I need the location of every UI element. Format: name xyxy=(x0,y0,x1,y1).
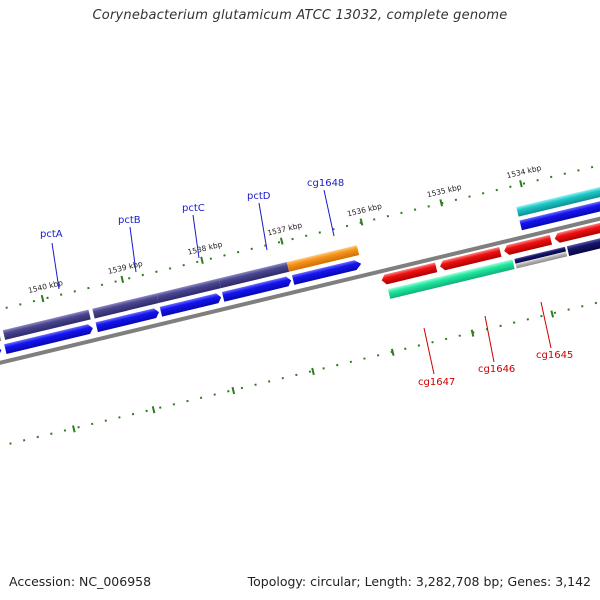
gene-label-pctB: pctB xyxy=(118,215,141,226)
scale-label: 1539 kbp xyxy=(107,259,144,276)
gene-label-cg1645: cg1645 xyxy=(536,350,573,361)
gene-arrow-cg1648 xyxy=(291,260,362,285)
genome-info-text: Topology: circular; Length: 3,282,708 bp… xyxy=(247,574,591,589)
major-tick xyxy=(470,329,475,337)
gene-label-pctD: pctD xyxy=(247,191,271,202)
scale-label: 1536 kbp xyxy=(346,201,383,218)
major-tick xyxy=(359,218,364,226)
feature-bar-pctC xyxy=(156,278,222,304)
major-tick xyxy=(120,275,125,284)
gene-arrow xyxy=(554,218,600,243)
gene-arrow-pctB xyxy=(95,308,159,333)
reverse-gene-labels: cg1647 cg1646 cg1645 xyxy=(418,301,573,388)
forward-feature-track xyxy=(0,245,360,346)
major-tick xyxy=(439,199,444,207)
gene-label-pctA: pctA xyxy=(40,229,63,240)
reverse-scale-ticks xyxy=(0,292,600,449)
gene-arrow-cg1647 xyxy=(381,262,438,285)
major-tick xyxy=(151,406,156,414)
feature-bar-cyan xyxy=(516,184,600,217)
scale-label: 1537 kbp xyxy=(266,221,303,238)
gene-arrow-cg1645 xyxy=(504,234,553,255)
gene-label-cg1646: cg1646 xyxy=(478,364,515,375)
forward-gene-labels: pctA pctB pctC pctD cg1648 xyxy=(40,178,344,290)
forward-scale-ticks xyxy=(0,162,600,319)
feature-bar-cg1646 xyxy=(387,259,515,299)
major-tick xyxy=(279,237,284,245)
gene-arrow-cg1646 xyxy=(440,247,502,271)
gene-arrow xyxy=(519,197,600,231)
major-tick xyxy=(311,367,315,376)
forward-arrow-track xyxy=(0,184,600,362)
gene-arrow-pctC xyxy=(159,293,222,317)
feature-bar xyxy=(515,251,568,269)
feature-bar xyxy=(0,331,2,346)
scale-label: 1535 kbp xyxy=(426,182,463,199)
gene-arrow-pctA xyxy=(4,324,93,355)
major-tick xyxy=(390,348,395,356)
feature-bar xyxy=(566,232,600,256)
accession-text: Accession: NC_006958 xyxy=(9,574,152,589)
feature-bar-pctB xyxy=(92,293,159,319)
feature-bar-pctA xyxy=(2,309,91,340)
major-tick xyxy=(550,310,555,318)
gene-label-cg1647: cg1647 xyxy=(418,377,455,388)
scale-label: 1534 kbp xyxy=(506,163,543,180)
feature-bar-cg1648 xyxy=(286,245,360,272)
major-tick xyxy=(519,180,523,188)
gene-arrow xyxy=(0,346,2,362)
reverse-feature-track xyxy=(387,232,600,299)
gene-label-pctC: pctC xyxy=(182,203,205,214)
gene-arrow-pctD xyxy=(221,276,292,302)
page-title: Corynebacterium glutamicum ATCC 13032, c… xyxy=(92,8,508,23)
major-tick xyxy=(72,425,76,433)
major-tick xyxy=(231,386,236,395)
reverse-arrow-track xyxy=(381,218,600,285)
gene-label-cg1648: cg1648 xyxy=(307,178,344,189)
genome-backbone xyxy=(0,209,600,373)
major-tick xyxy=(40,294,45,303)
feature-bar xyxy=(514,246,567,264)
feature-bar-pctD xyxy=(218,262,290,289)
major-tick xyxy=(200,256,204,264)
scale-label: 1538 kbp xyxy=(187,240,224,257)
